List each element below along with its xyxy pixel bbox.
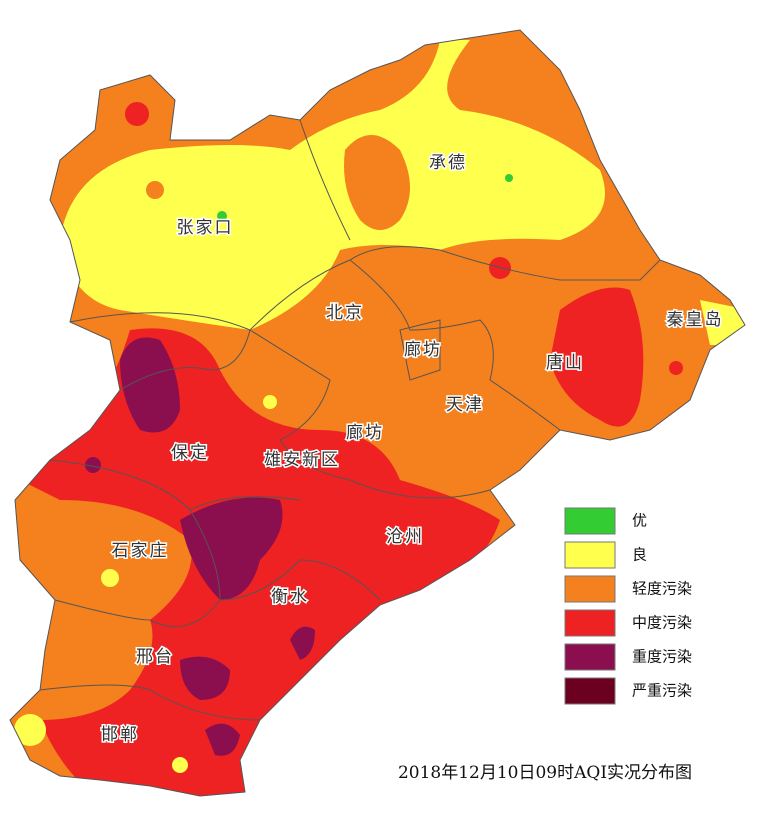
legend-swatch xyxy=(564,541,616,569)
city-label: 廊坊 xyxy=(346,423,384,443)
city-label: 石家庄 xyxy=(112,541,169,561)
prefecture-borders xyxy=(39,119,661,721)
city-label: 承德 xyxy=(429,153,467,173)
legend-label: 中度污染 xyxy=(632,614,692,632)
legend-swatch xyxy=(564,609,616,637)
legend-label: 轻度污染 xyxy=(632,580,692,598)
legend-swatch xyxy=(564,677,616,705)
city-label: 邢台 xyxy=(136,647,174,667)
legend-swatch xyxy=(564,643,616,671)
legend-swatch xyxy=(564,575,616,603)
city-label: 唐山 xyxy=(546,352,584,373)
city-label: 天津 xyxy=(446,395,484,415)
legend-swatch xyxy=(564,507,616,535)
city-label: 邯郸 xyxy=(101,725,139,745)
city-label: 雄安新区 xyxy=(264,450,340,470)
city-label: 秦皇岛 xyxy=(667,310,724,330)
city-label: 张家口 xyxy=(177,218,234,238)
city-label: 保定 xyxy=(171,443,209,463)
legend-label: 优 xyxy=(632,512,647,530)
city-label: 北京 xyxy=(326,303,364,323)
city-label: 廊坊 xyxy=(404,340,442,360)
legend-label: 良 xyxy=(632,546,647,564)
legend-label: 严重污染 xyxy=(632,682,692,700)
map-title: 2018年12月10日09时AQI实况分布图 xyxy=(398,763,692,783)
city-label: 衡水 xyxy=(271,587,309,607)
legend-label: 重度污染 xyxy=(632,648,692,666)
city-label: 沧州 xyxy=(386,527,424,547)
